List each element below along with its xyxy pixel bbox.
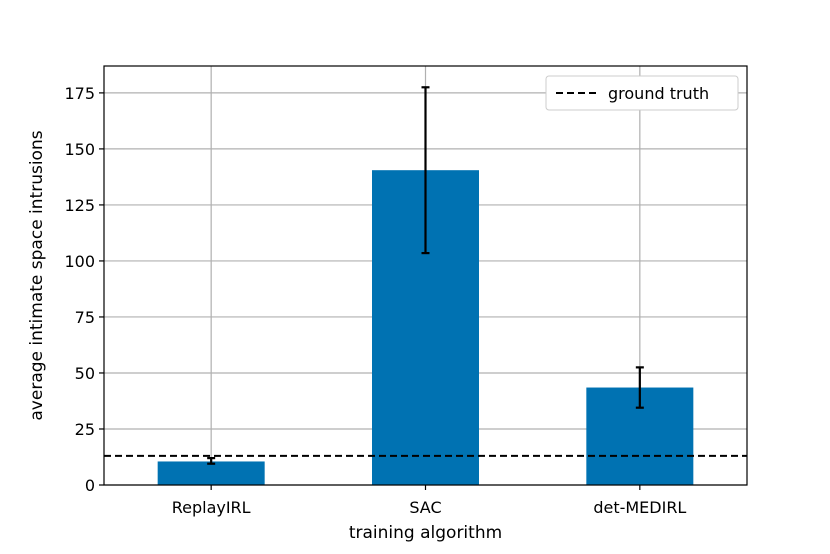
y-tick-label: 25 [75, 420, 95, 439]
y-axis: 0 25 50 75 100 125 150 175 [64, 84, 104, 495]
error-bars [207, 86, 644, 465]
x-tick-label: SAC [409, 498, 441, 517]
legend-box [545, 75, 739, 111]
x-axis: ReplayIRL SAC det-MEDIRL [172, 485, 686, 517]
legend-label-ground-truth: ground truth [608, 84, 709, 103]
x-tick-label: ReplayIRL [172, 498, 251, 517]
bar-ReplayIRL [157, 461, 265, 485]
y-tick-label: 175 [64, 84, 95, 103]
y-tick-label: 125 [64, 196, 95, 215]
y-tick-label: 100 [64, 252, 95, 271]
y-tick-label: 75 [75, 308, 95, 327]
y-tick-label: 0 [85, 476, 95, 495]
y-axis-label: average intimate space intrusions [27, 130, 47, 420]
legend: ground truth [545, 75, 739, 111]
y-tick-label: 50 [75, 364, 95, 383]
x-axis-label: training algorithm [349, 523, 502, 543]
y-tick-label: 150 [64, 140, 95, 159]
x-tick-label: det-MEDIRL [593, 498, 686, 517]
